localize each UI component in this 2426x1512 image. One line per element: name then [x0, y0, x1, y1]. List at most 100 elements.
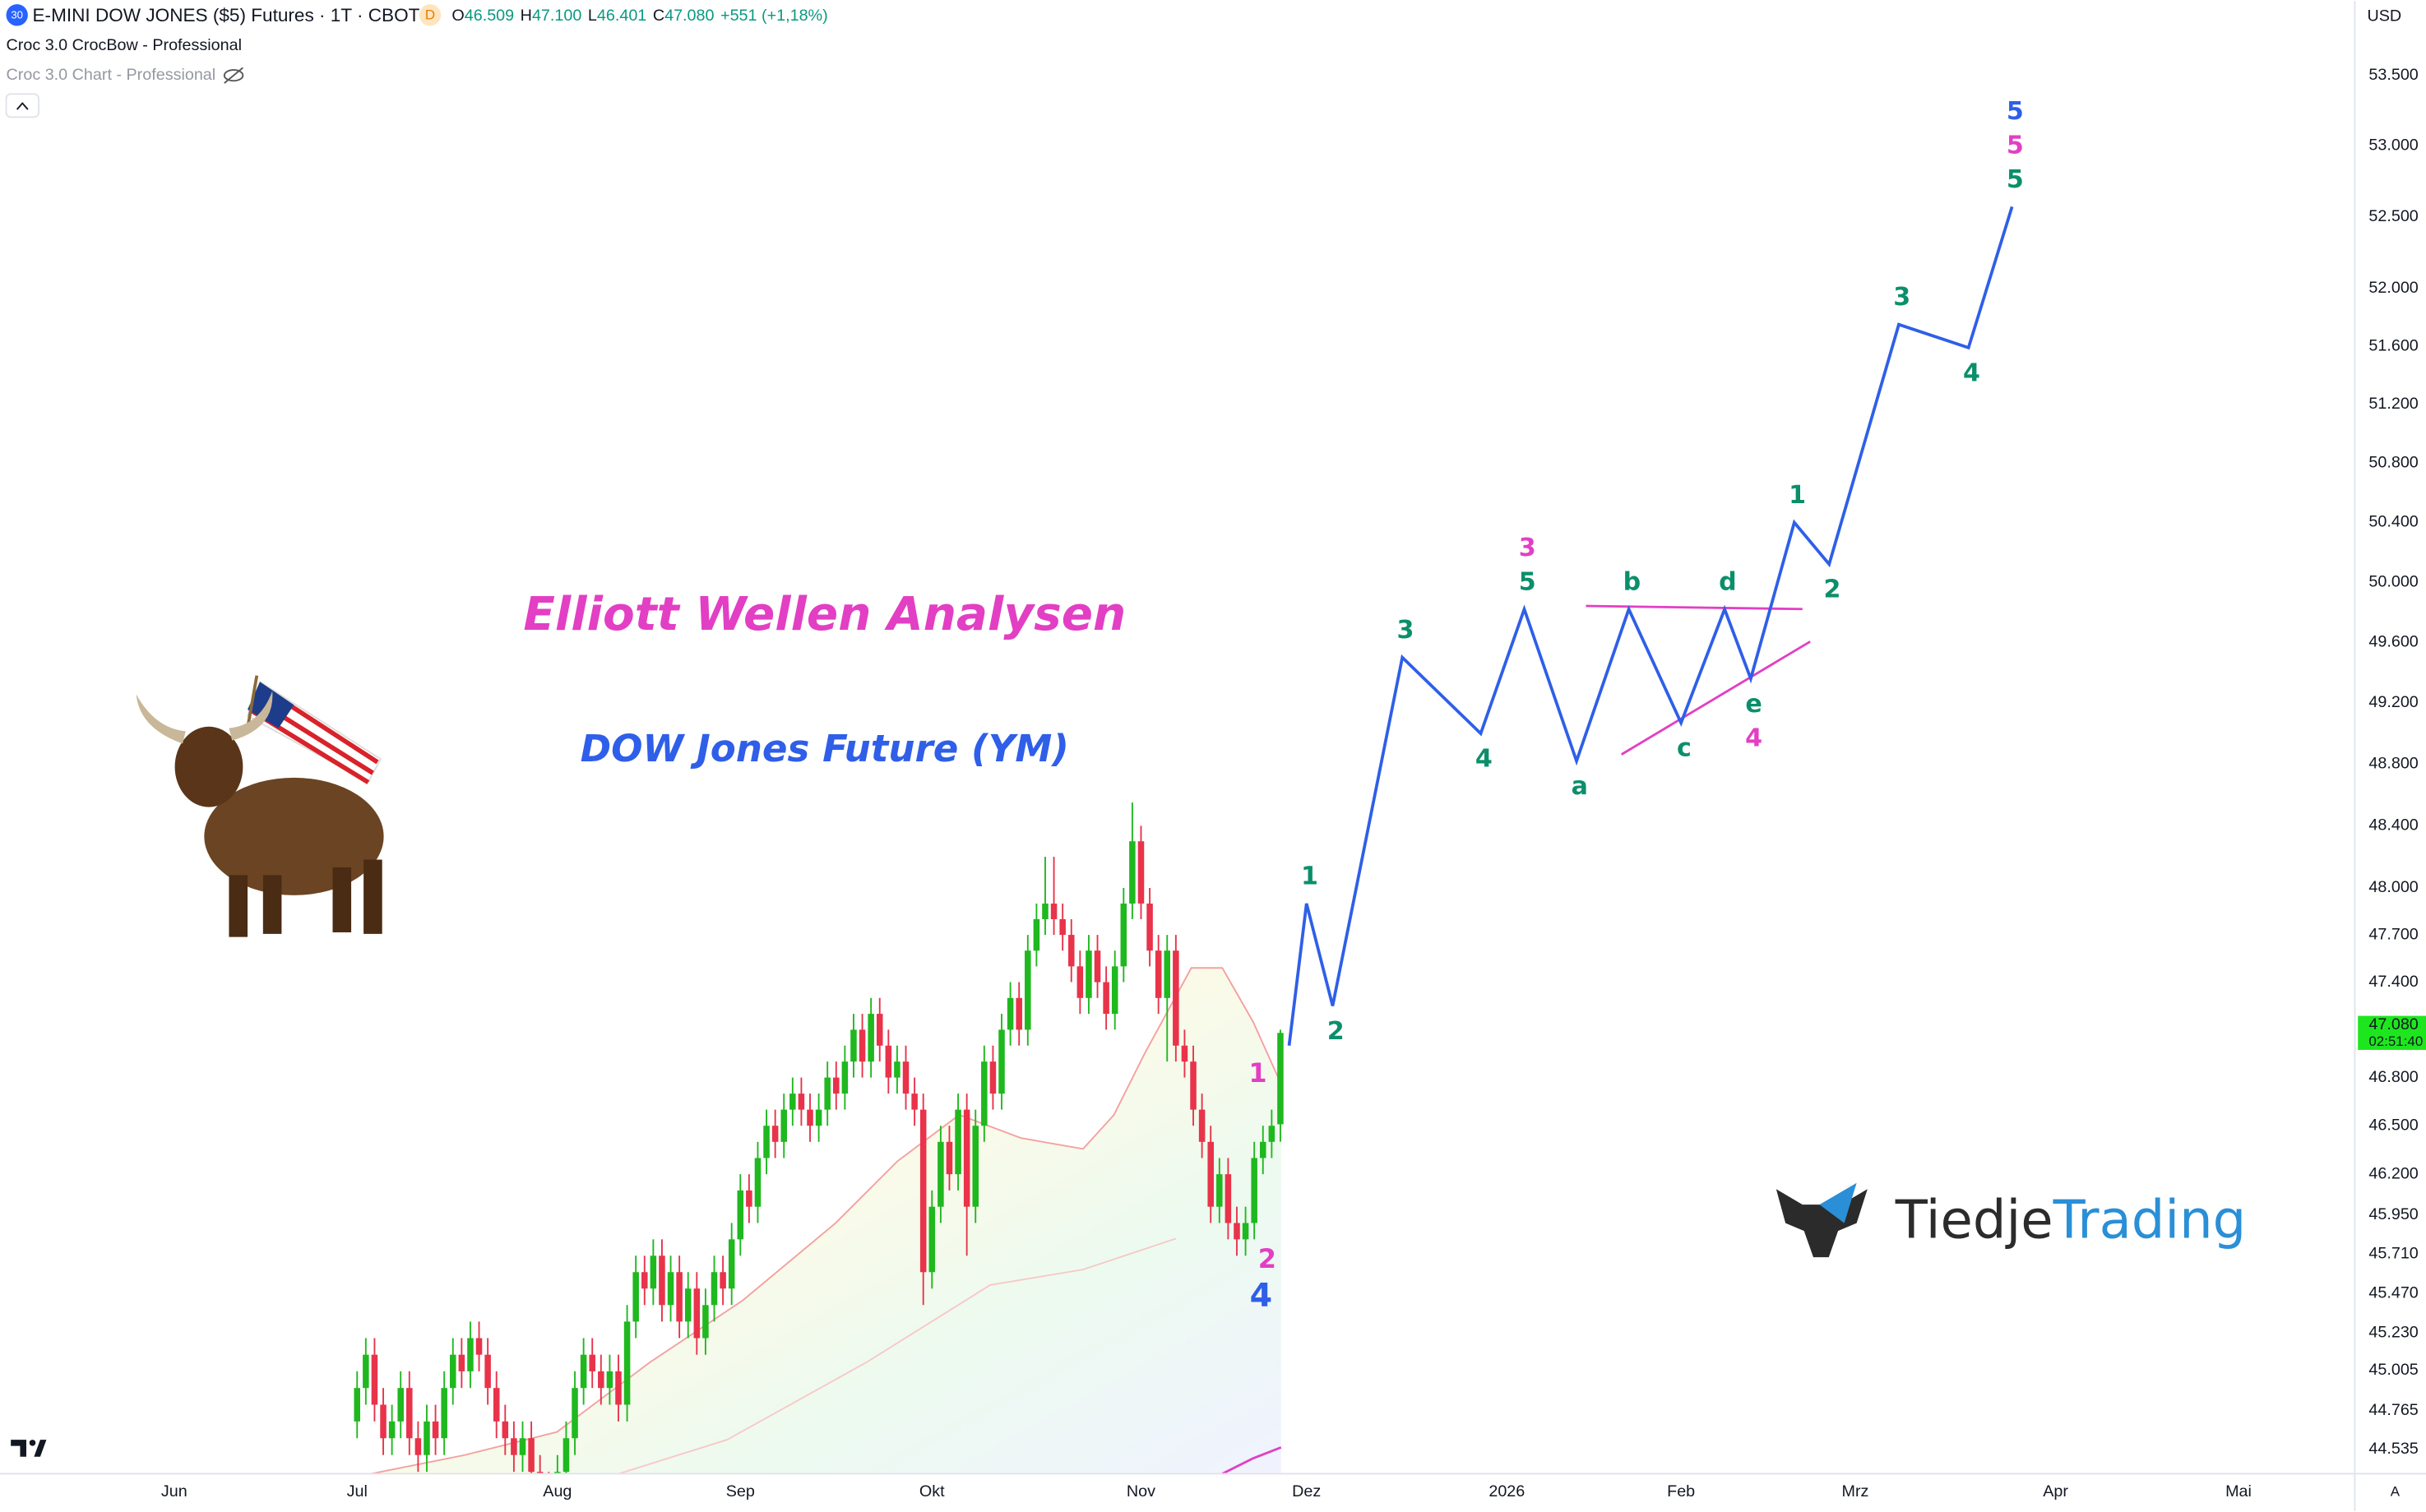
y-tick-label: 49.600	[2368, 632, 2418, 650]
candle-body	[598, 1371, 604, 1389]
candle-body	[615, 1371, 622, 1405]
candle-body	[388, 1421, 396, 1439]
candle-body	[650, 1255, 657, 1289]
ohlc-value: 47.080	[664, 7, 714, 25]
candle-body	[632, 1272, 639, 1322]
wave-label: b	[1623, 567, 1641, 596]
candle-body	[406, 1388, 413, 1439]
candle-body	[519, 1438, 526, 1455]
candle-body	[728, 1239, 735, 1289]
candle-body	[938, 1141, 944, 1207]
x-tick-label: 2026	[1488, 1482, 1525, 1500]
y-tick-label: 53.000	[2368, 136, 2418, 154]
candle-body	[414, 1438, 422, 1455]
candle-body	[998, 1029, 1005, 1094]
y-tick-label: 52.000	[2368, 279, 2418, 297]
overlay-subtitle: DOW Jones Future (YM)	[581, 727, 1069, 770]
ohlc: O46.509 H47.100 L46.401 C47.080 +551 (+1,18%…	[451, 7, 827, 25]
y-tick-label: 46.800	[2368, 1068, 2418, 1086]
wave-label: e	[1745, 690, 1762, 719]
candle-body	[397, 1388, 404, 1422]
visibility-icon[interactable]	[223, 67, 244, 84]
candle-body	[850, 1029, 857, 1062]
axes: 53.500 53.000 52.500 52.000 51.600 51.200 50.8…	[161, 66, 2426, 1500]
y-tick-label: 46.500	[2368, 1116, 2418, 1134]
indicator-name[interactable]: Croc 3.0 Chart - Professional	[7, 66, 216, 84]
candle-body	[894, 1061, 900, 1078]
candle-body	[1146, 903, 1153, 951]
ohlc-change: +551 (+1,18%)	[720, 7, 828, 25]
candle-body	[824, 1077, 831, 1110]
candle-body	[441, 1388, 447, 1439]
wave-label: d	[1719, 567, 1737, 596]
ohlc-value: 46.509	[465, 7, 514, 25]
candle-body	[371, 1354, 378, 1405]
x-tick-label: Nov	[1127, 1482, 1155, 1500]
ohlc-value: 47.100	[532, 7, 581, 25]
y-tick-label: 48.000	[2368, 878, 2418, 896]
y-tick-label: 45.230	[2368, 1324, 2418, 1342]
candle-body	[502, 1421, 509, 1439]
wave-line	[1287, 206, 2014, 1046]
y-tick-label: 47.400	[2368, 973, 2418, 991]
candle-body	[693, 1288, 701, 1339]
candle-body	[972, 1126, 979, 1207]
collapse-button[interactable]	[5, 93, 39, 118]
currency[interactable]: USD	[2368, 7, 2402, 25]
candle-body	[1111, 966, 1118, 1015]
candle-body	[563, 1438, 570, 1473]
candle-body	[833, 1077, 840, 1094]
indicator-area	[371, 968, 1281, 1474]
candle-body	[955, 1109, 961, 1175]
candle-body	[754, 1158, 762, 1207]
candle-body	[1173, 950, 1179, 1046]
candle-body	[989, 1061, 997, 1094]
wave-label: 3	[1397, 616, 1414, 645]
tv-logo	[11, 1440, 47, 1457]
wave-label: 5	[2007, 165, 2024, 194]
wave-label: 1	[1301, 862, 1318, 890]
candle-body	[771, 1126, 779, 1142]
candle-body	[1216, 1174, 1223, 1207]
y-tick-label: 52.500	[2368, 207, 2418, 225]
trendline-upper	[1586, 604, 1803, 611]
x-tick-label: Jul	[347, 1482, 368, 1500]
candle-body	[946, 1141, 953, 1175]
candle-body	[1129, 841, 1136, 904]
candle-body	[1207, 1141, 1214, 1207]
candle-body	[1094, 950, 1101, 983]
last-price-label: 47.080	[2368, 1015, 2418, 1033]
candle-body	[493, 1388, 500, 1422]
candle-body	[424, 1421, 430, 1455]
y-tick-label: 48.400	[2368, 816, 2418, 835]
y-tick-label: 53.500	[2368, 66, 2418, 84]
wave-label: 4	[1963, 358, 1980, 387]
ohlc-key: L	[588, 7, 597, 25]
candle-body	[1155, 950, 1162, 998]
candle-body	[746, 1190, 752, 1207]
wave-label: 5	[2007, 97, 2024, 126]
wave-label: a	[1572, 772, 1588, 801]
indicator-name[interactable]: Croc 3.0 CrocBow - Professional	[7, 36, 242, 54]
candle-body	[589, 1354, 595, 1371]
candle-body	[1242, 1223, 1249, 1240]
candle-body	[885, 1045, 892, 1078]
candle-body	[536, 1472, 544, 1474]
x-tick-label: Okt	[919, 1482, 945, 1500]
candle-body	[798, 1094, 805, 1110]
auto-scale[interactable]: A	[2391, 1484, 2401, 1500]
candle-body	[1067, 935, 1075, 967]
candle-body	[1025, 950, 1031, 1030]
candle-body	[1190, 1061, 1197, 1110]
y-tick-label: 45.005	[2368, 1361, 2418, 1379]
y-tick-label: 45.710	[2368, 1245, 2418, 1263]
candle-body	[720, 1272, 726, 1289]
annotation: 2	[1258, 1243, 1276, 1274]
y-tick-label: 49.200	[2368, 693, 2418, 711]
wave-label: 4	[1475, 745, 1493, 774]
wave-label: 5	[2007, 132, 2024, 160]
x-tick-label: Feb	[1667, 1482, 1695, 1500]
symbol-title[interactable]: E-MINI DOW JONES ($5) Futures · 1T · CBO…	[33, 5, 420, 25]
